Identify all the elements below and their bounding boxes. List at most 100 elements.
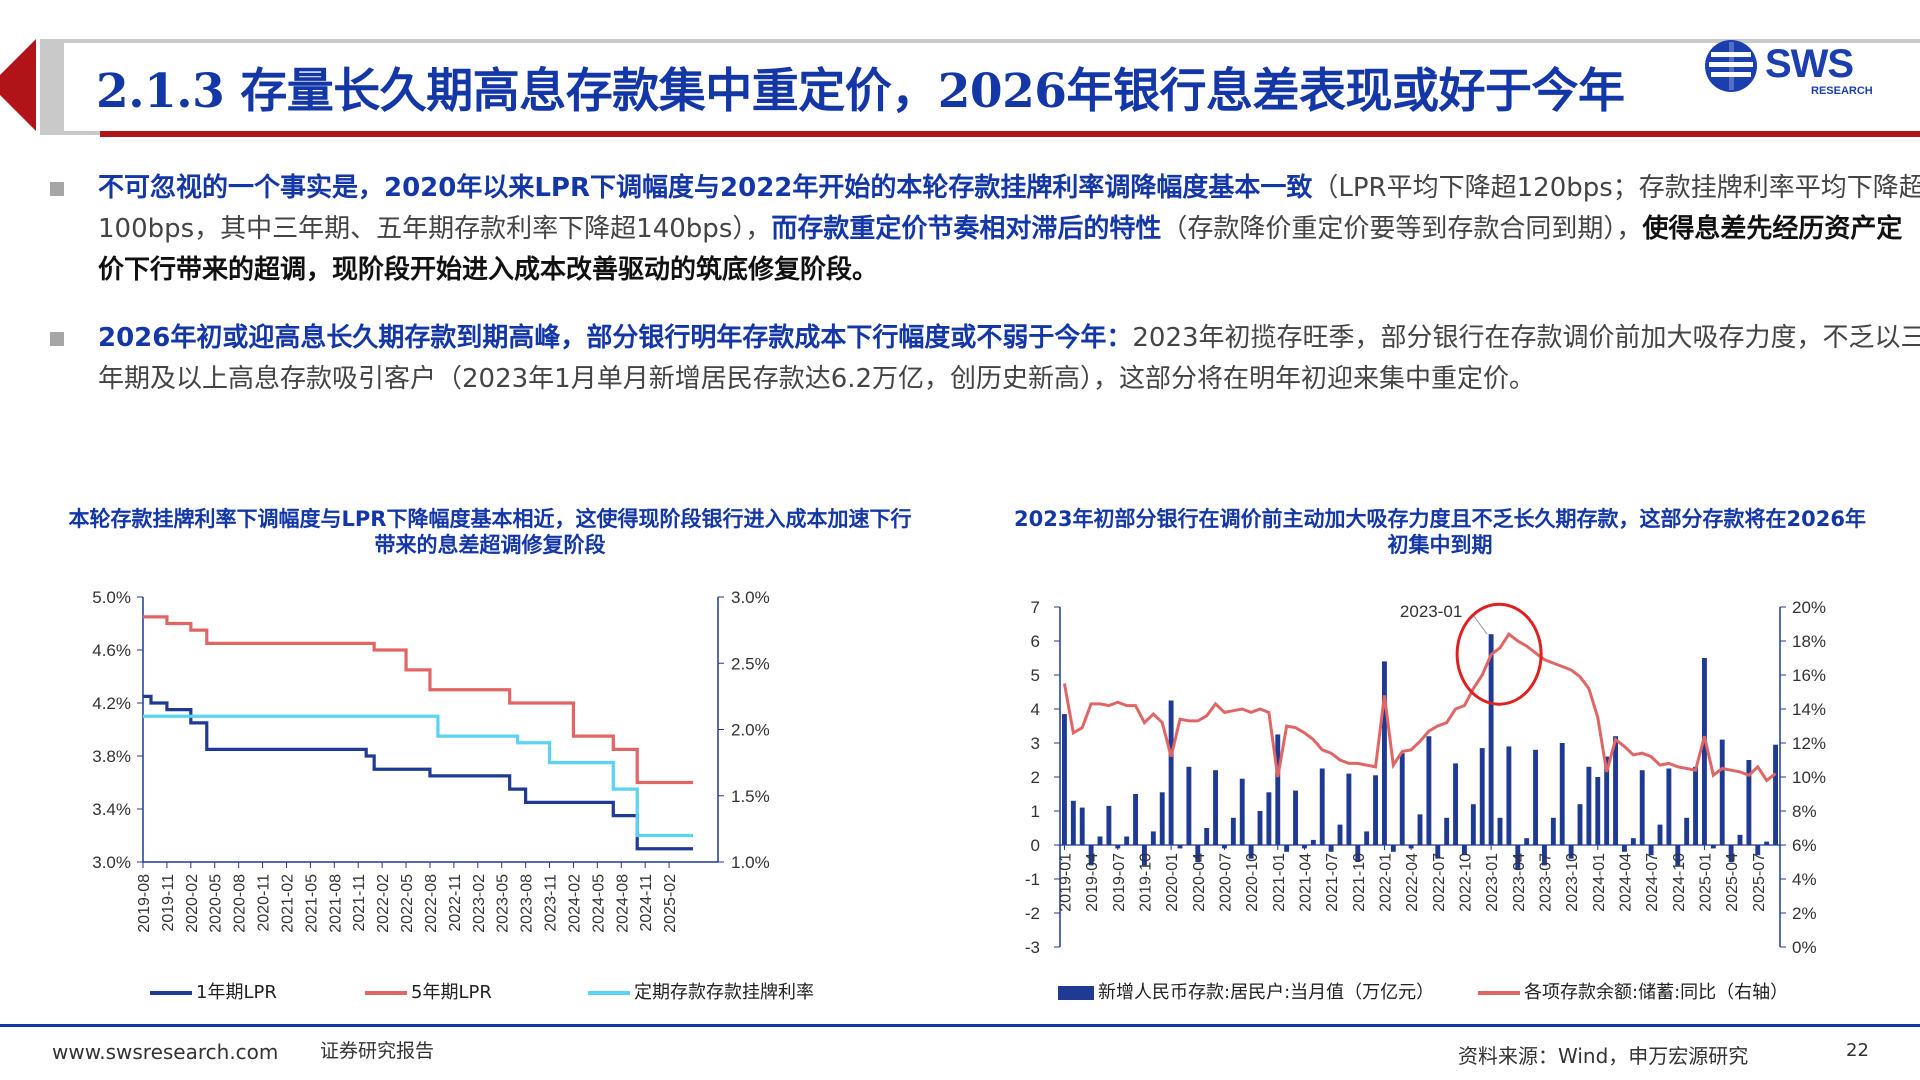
bar <box>1710 845 1716 849</box>
bullet-1-seg-4: （存款降价重定价要等到存款合同到期）， <box>1161 214 1643 244</box>
logo-icon <box>1705 40 1757 92</box>
x-tick-label: 2020-05 <box>208 874 225 933</box>
bar <box>1257 811 1263 845</box>
left-y-tick-label: 6 <box>1031 632 1040 651</box>
series-line-3 <box>143 714 693 838</box>
bar <box>1275 734 1281 845</box>
x-tick-label: 2021-05 <box>303 874 320 933</box>
legend-swatch <box>1058 986 1094 1000</box>
left-y-tick-label: 3.8% <box>92 747 131 766</box>
x-tick-label: 2021-07 <box>1324 853 1341 912</box>
right-y-tick-label: 10% <box>1792 768 1826 787</box>
x-tick-label: 2023-05 <box>495 874 512 933</box>
bar <box>1755 845 1761 856</box>
bar <box>1079 807 1085 845</box>
footer-website[interactable]: www.swsresearch.com <box>52 1040 279 1064</box>
left-y-tick-label: 5 <box>1031 666 1040 685</box>
bar <box>1230 817 1236 845</box>
bar <box>1239 778 1245 845</box>
bullet-1-text: 不可忽视的一个事实是，2020年以来LPR下调幅度与2022年开始的本轮存款挂牌… <box>98 168 1920 291</box>
left-y-tick-label: 1 <box>1031 802 1040 821</box>
bar <box>1159 792 1165 845</box>
left-y-tick-label: 4.6% <box>92 641 131 660</box>
left-y-tick-label: -2 <box>1025 904 1040 923</box>
right-y-tick-label: 16% <box>1792 666 1826 685</box>
legend-swatch <box>588 991 630 995</box>
legend-label: 1年期LPR <box>196 982 277 1003</box>
right-y-tick-label: 1.5% <box>731 787 770 806</box>
x-tick-label: 2020-10 <box>1244 853 1261 912</box>
bar <box>1479 748 1485 845</box>
bullet-1-seg-3: 而存款重定价节奏相对滞后的特性 <box>771 214 1162 244</box>
x-tick-label: 2024-05 <box>590 874 607 933</box>
x-tick-label: 2025-07 <box>1751 853 1768 912</box>
x-tick-label: 2022-10 <box>1457 853 1474 912</box>
bar <box>1364 831 1370 845</box>
right-y-tick-label: 2.0% <box>731 721 770 740</box>
annotation-leader <box>1472 614 1488 635</box>
x-tick-label: 2024-01 <box>1591 853 1608 912</box>
bullet-2-seg-1: 2026年初或迎高息长久期存款到期高峰，部分银行明年存款成本下行幅度或不弱于今年… <box>98 323 1133 353</box>
bar <box>1702 658 1707 845</box>
bar <box>1675 845 1681 866</box>
bar <box>1515 845 1521 869</box>
series-line-2 <box>143 615 693 785</box>
x-tick-label: 2022-01 <box>1377 853 1394 912</box>
bullet-2-text: 2026年初或迎高息长久期存款到期高峰，部分银行明年存款成本下行幅度或不弱于今年… <box>98 318 1920 400</box>
header-shape <box>0 39 1920 137</box>
bar <box>1684 817 1690 845</box>
x-tick-label: 2019-07 <box>1111 853 1128 912</box>
chart-right: -3 -2 -1 0 1 2 3 4 5 6 7 0% 2% 4% 6% 8% 10% 12% 14% 16% 18% 2… <box>1025 598 1826 957</box>
series-line-savings-yoy <box>1062 632 1777 783</box>
x-tick-label: 2022-02 <box>375 874 392 933</box>
bullet-1-seg-5: 使得息差先经历资产定价下行带来的超调，现阶段开始进入成本改善驱动的筑底修复阶段。 <box>98 214 1903 285</box>
bullet-marker <box>50 182 64 196</box>
x-tick-label: 2021-02 <box>279 874 296 933</box>
bar <box>1355 845 1361 862</box>
logo-sub: RESEARCH <box>1811 85 1873 97</box>
series-line-1 <box>143 694 693 851</box>
legend-right-1: 新增人民币存款:居民户:当月值（万亿元） <box>1058 978 1434 1004</box>
annotation-label: 2023-01 <box>1400 602 1462 621</box>
x-tick-label: 2024-07 <box>1644 853 1661 912</box>
bar <box>1648 845 1654 856</box>
right-y-tick-label: 12% <box>1792 734 1826 753</box>
left-y-tick-label: 0 <box>1031 836 1040 855</box>
x-tick-label: 2024-10 <box>1671 853 1688 912</box>
bullet-1-seg-2: （LPR平均下降超120bps；存款挂牌利率平均下降超100bps，其中三年期、… <box>98 173 1920 244</box>
x-tick-label: 2023-07 <box>1537 853 1554 912</box>
bullet-1-seg-1: 不可忽视的一个事实是，2020年以来LPR下调幅度与2022年开始的本轮存款挂牌… <box>98 173 1313 203</box>
bar <box>1346 773 1352 845</box>
left-y-tick-label: 4.2% <box>92 694 131 713</box>
x-tick-label: 2023-04 <box>1511 853 1528 912</box>
x-tick-label: 2020-01 <box>1164 853 1181 912</box>
bar <box>1737 834 1743 845</box>
bullet-2-seg-2: 2023年初揽存旺季，部分银行在存款调价前加大吸存力度，不乏以三年期及以上高息存… <box>98 323 1920 394</box>
x-tick-label: 2020-04 <box>1191 853 1208 912</box>
chart-right-title: 2023年初部分银行在调价前主动加大吸存力度且不乏长久期存款，这部分存款将在20… <box>1014 507 1866 557</box>
bar <box>1088 845 1094 866</box>
bar <box>1186 766 1192 845</box>
left-y-tick-label: -1 <box>1025 870 1040 889</box>
bar <box>1399 753 1405 845</box>
chart-left-title: 本轮存款挂牌利率下调幅度与LPR下降幅度基本相近，这使得现阶段银行进入成本加速下… <box>68 507 912 557</box>
bar <box>1639 770 1645 845</box>
bar <box>1124 836 1130 845</box>
x-tick-label: 2020-11 <box>256 874 273 932</box>
bar <box>1666 768 1672 845</box>
bar <box>1106 805 1112 845</box>
bar <box>1133 794 1138 845</box>
left-y-tick-label: 5.0% <box>92 588 131 607</box>
legend-left-2: 5年期LPR <box>365 978 492 1004</box>
right-y-tick-label: 18% <box>1792 632 1826 651</box>
right-y-tick-label: 20% <box>1792 598 1826 617</box>
left-y-tick-label: 2 <box>1031 768 1040 787</box>
bar <box>1373 775 1378 845</box>
bar <box>1577 804 1583 845</box>
legend-label: 各项存款余额:储蓄:同比（右轴） <box>1524 982 1789 1003</box>
right-y-tick-label: 2.5% <box>731 654 770 673</box>
bar <box>1533 749 1538 845</box>
bar <box>1390 845 1396 852</box>
x-tick-label: 2019-01 <box>1057 853 1074 912</box>
x-tick-label: 2021-08 <box>327 874 344 933</box>
